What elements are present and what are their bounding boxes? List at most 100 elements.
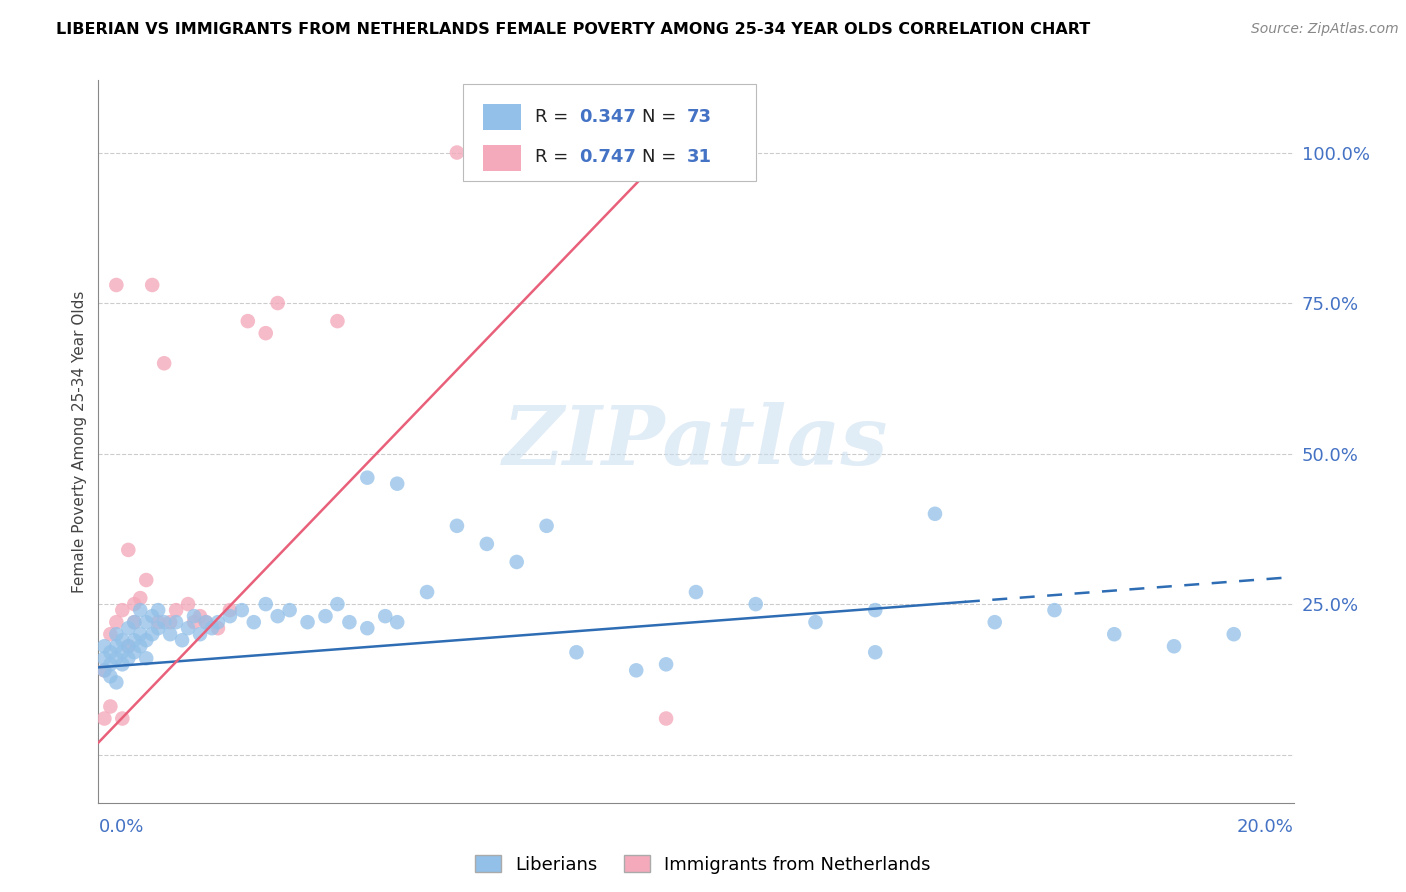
Point: [93, 664, 115, 678]
Text: LIBERIAN VS IMMIGRANTS FROM NETHERLANDS FEMALE POVERTY AMONG 25-34 YEAR OLDS COR: LIBERIAN VS IMMIGRANTS FROM NETHERLANDS …: [56, 22, 1091, 37]
Point: [159, 627, 181, 641]
Point: [655, 712, 678, 726]
Point: [117, 621, 139, 635]
Point: [105, 627, 128, 641]
Point: [124, 615, 146, 630]
Text: 0.347: 0.347: [579, 108, 636, 126]
Point: [93, 639, 115, 653]
Point: [141, 627, 163, 641]
Point: [356, 621, 378, 635]
Text: N =: N =: [643, 148, 682, 167]
Point: [231, 603, 253, 617]
Point: [565, 645, 588, 659]
Point: [475, 537, 498, 551]
Point: [219, 609, 242, 624]
Point: [105, 651, 128, 665]
Point: [135, 573, 157, 587]
Point: [267, 296, 290, 310]
Point: [165, 615, 187, 630]
Point: [148, 615, 170, 630]
Point: [201, 621, 224, 635]
Point: [446, 145, 468, 160]
Point: [315, 609, 337, 624]
Point: [236, 314, 259, 328]
Point: [536, 519, 558, 533]
Point: [93, 712, 115, 726]
Point: [195, 615, 218, 630]
Point: [172, 633, 194, 648]
Point: [385, 615, 409, 630]
Point: [135, 651, 157, 665]
FancyBboxPatch shape: [463, 84, 756, 181]
Point: [183, 609, 205, 624]
Point: [117, 651, 139, 665]
Point: [165, 603, 187, 617]
Point: [105, 675, 128, 690]
Point: [626, 664, 648, 678]
Point: [135, 633, 157, 648]
Point: [111, 645, 134, 659]
Text: 0.747: 0.747: [579, 148, 636, 167]
Point: [207, 615, 229, 630]
Point: [254, 597, 277, 611]
Point: [129, 639, 152, 653]
Point: [111, 657, 134, 672]
Text: R =: R =: [534, 148, 574, 167]
Point: [129, 591, 152, 606]
Y-axis label: Female Poverty Among 25-34 Year Olds: Female Poverty Among 25-34 Year Olds: [72, 291, 87, 592]
Point: [98, 657, 122, 672]
Point: [745, 597, 768, 611]
Point: [177, 597, 200, 611]
Point: [124, 615, 146, 630]
Point: [117, 542, 139, 557]
Point: [93, 664, 115, 678]
Point: [148, 621, 170, 635]
Point: [655, 657, 678, 672]
Point: [177, 621, 200, 635]
Point: [278, 603, 301, 617]
Point: [446, 519, 468, 533]
Point: [117, 639, 139, 653]
Point: [1043, 603, 1066, 617]
Point: [141, 277, 163, 292]
Point: [219, 603, 242, 617]
Text: R =: R =: [534, 108, 574, 126]
Point: [1104, 627, 1126, 641]
Point: [1163, 639, 1185, 653]
Point: [385, 476, 409, 491]
Point: [188, 627, 211, 641]
Point: [153, 615, 176, 630]
Point: [98, 627, 122, 641]
Point: [98, 645, 122, 659]
Text: Source: ZipAtlas.com: Source: ZipAtlas.com: [1251, 22, 1399, 37]
Point: [865, 645, 887, 659]
Point: [117, 639, 139, 653]
Point: [243, 615, 266, 630]
Point: [326, 314, 349, 328]
Point: [356, 471, 378, 485]
Point: [254, 326, 277, 341]
Point: [326, 597, 349, 611]
FancyBboxPatch shape: [484, 104, 522, 130]
Point: [267, 609, 290, 624]
Point: [506, 555, 529, 569]
Point: [188, 609, 211, 624]
Point: [804, 615, 827, 630]
Point: [297, 615, 319, 630]
Text: 73: 73: [686, 108, 711, 126]
Point: [124, 597, 146, 611]
Point: [159, 615, 181, 630]
Point: [105, 615, 128, 630]
FancyBboxPatch shape: [484, 145, 522, 171]
Point: [339, 615, 361, 630]
Point: [111, 712, 134, 726]
Point: [129, 603, 152, 617]
Point: [924, 507, 946, 521]
Point: [98, 669, 122, 683]
Point: [153, 356, 176, 370]
Legend: Liberians, Immigrants from Netherlands: Liberians, Immigrants from Netherlands: [468, 848, 938, 881]
Point: [865, 603, 887, 617]
Point: [93, 651, 115, 665]
Point: [105, 639, 128, 653]
Text: N =: N =: [643, 108, 682, 126]
